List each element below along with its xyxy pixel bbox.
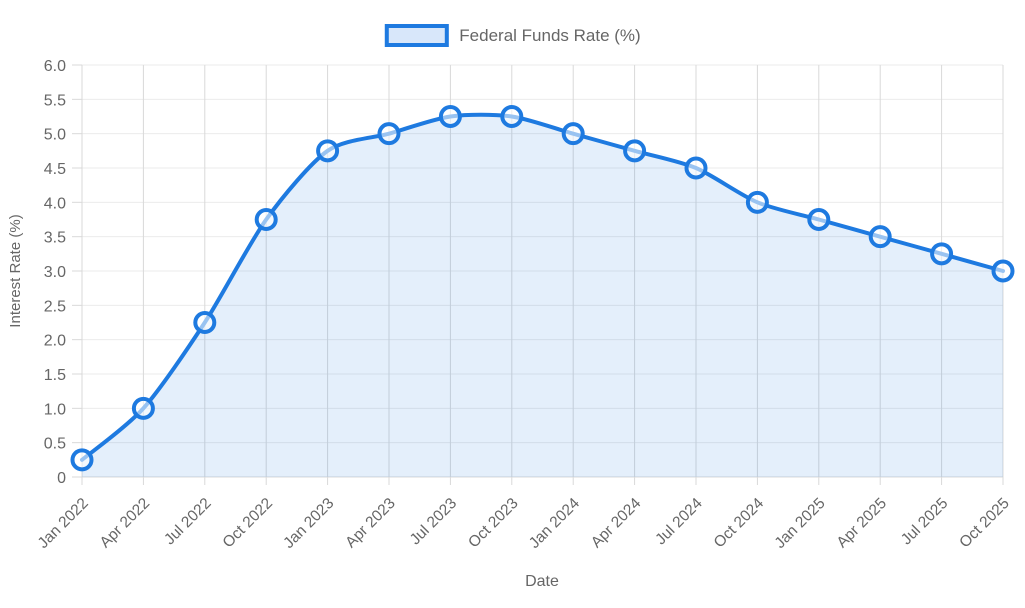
axes [72, 64, 1004, 485]
x-tick-label: Apr 2023 [342, 495, 399, 552]
data-point[interactable] [807, 208, 831, 231]
y-tick-label: 1.0 [44, 401, 66, 418]
data-point[interactable] [930, 242, 954, 266]
data-point[interactable] [131, 396, 155, 420]
data-point[interactable] [500, 105, 524, 128]
x-tick-label: Apr 2022 [97, 495, 154, 552]
y-tick-label: 3.5 [44, 230, 66, 247]
data-point[interactable] [868, 225, 892, 249]
data-point[interactable] [377, 122, 401, 146]
y-tick-label: 1.5 [44, 367, 66, 384]
x-tick-label: Jul 2025 [898, 495, 951, 548]
y-tick-label: 0.5 [44, 436, 66, 453]
y-tick-label: 0 [57, 470, 66, 487]
data-point[interactable] [193, 311, 217, 334]
y-tick-label: 2.5 [44, 298, 66, 315]
x-tick-label: Jul 2024 [652, 495, 706, 549]
x-tick-label: Apr 2025 [834, 495, 891, 552]
y-tick-label: 4.0 [44, 195, 66, 212]
x-tick-label: Jan 2023 [280, 495, 337, 552]
x-tick-label: Jan 2024 [526, 495, 583, 552]
x-tick-label: Apr 2024 [588, 495, 645, 552]
x-tick-label: Oct 2023 [465, 495, 522, 552]
y-tick-label: 5.5 [44, 92, 66, 109]
series-federal-funds-rate [70, 105, 1015, 477]
x-tick-label: Jan 2022 [35, 495, 92, 552]
chart-legend[interactable]: Federal Funds Rate (%) [384, 24, 641, 47]
data-point[interactable] [623, 139, 647, 163]
x-tick-label: Jul 2022 [161, 495, 214, 548]
y-tick-label: 6.0 [44, 58, 66, 75]
x-tick-label: Oct 2025 [956, 495, 1013, 552]
data-point[interactable] [438, 105, 462, 128]
x-tick-label: Oct 2022 [220, 495, 277, 552]
y-axis-title: Interest Rate (%) [7, 214, 24, 327]
x-tick-label: Jan 2025 [772, 495, 829, 552]
x-tick-label: Oct 2024 [711, 495, 768, 552]
legend-label: Federal Funds Rate (%) [459, 26, 641, 45]
data-point[interactable] [684, 156, 708, 180]
data-point[interactable] [745, 190, 769, 214]
area-fill [82, 114, 1003, 477]
data-point[interactable] [316, 139, 340, 163]
y-tick-label: 4.5 [44, 161, 66, 178]
legend-swatch [384, 24, 449, 47]
data-point[interactable] [561, 122, 585, 146]
data-point[interactable] [70, 448, 94, 472]
x-tick-label: Jul 2023 [407, 495, 460, 548]
x-axis-title: Date [525, 573, 559, 590]
data-point[interactable] [991, 259, 1015, 283]
y-tick-label: 5.0 [44, 127, 66, 144]
data-point[interactable] [254, 208, 278, 231]
y-tick-label: 3.0 [44, 264, 66, 281]
y-tick-label: 2.0 [44, 333, 66, 350]
